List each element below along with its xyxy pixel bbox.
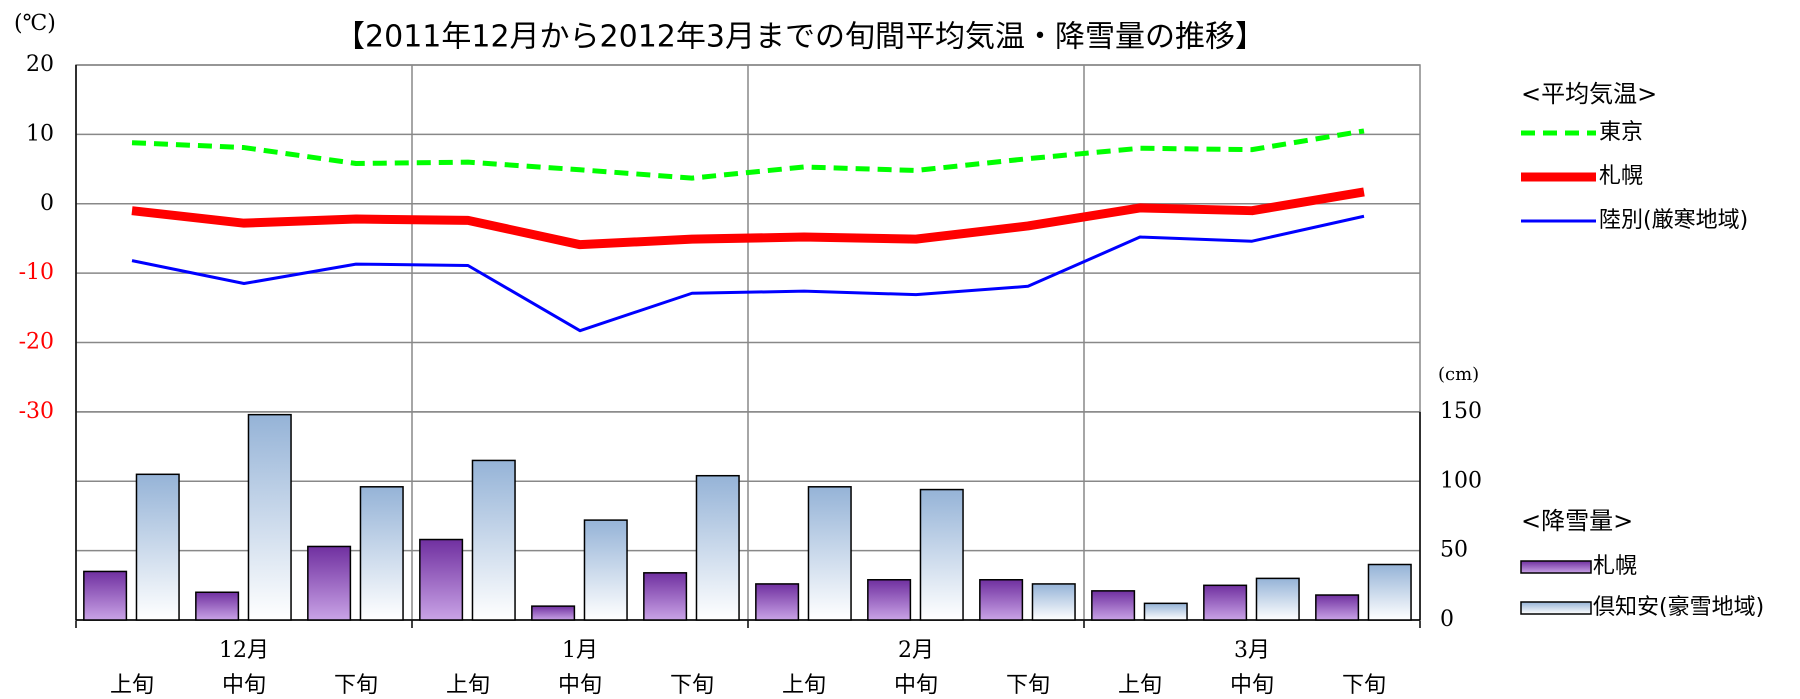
line: [131, 128, 1365, 181]
bar: [471, 459, 516, 621]
chart-title: 【2011年12月から2012年3月までの旬間平均気温・降雪量の推移】: [335, 20, 1265, 55]
y-tick-label: 10: [26, 121, 54, 146]
y-tick-label: -30: [19, 399, 54, 424]
bar: [83, 570, 128, 621]
legend-swatch: [1520, 601, 1592, 615]
x-tick-label: 上旬: [782, 673, 826, 698]
x-tick-label: 上旬: [1118, 673, 1162, 698]
bar: [1031, 583, 1076, 621]
bar: [247, 413, 292, 621]
group-label: 1月: [562, 638, 598, 663]
bar: [419, 538, 464, 621]
legend-label: 陸別(厳寒地域): [1599, 208, 1748, 233]
bar: [195, 591, 240, 621]
bar: [583, 519, 628, 621]
bar: [1203, 584, 1248, 621]
legend-label: 札幌: [1599, 164, 1643, 189]
x-tick-label: 中旬: [1230, 673, 1274, 698]
bar: [135, 473, 180, 621]
x-tick-label: 中旬: [558, 673, 602, 698]
y2-tick-label: 50: [1440, 538, 1468, 563]
bar: [1315, 594, 1360, 621]
legend-label: 札幌: [1593, 554, 1637, 579]
line: [131, 187, 1365, 250]
x-tick-label: 下旬: [670, 673, 714, 698]
y-tick-label: 20: [26, 52, 54, 77]
y-tick-label: -10: [19, 260, 54, 285]
x-tick-label: 中旬: [222, 673, 266, 698]
legend-header: <平均気温>: [1521, 80, 1657, 108]
y-tick-label: -20: [19, 330, 54, 355]
bar: [1143, 602, 1188, 621]
bar: [1255, 577, 1300, 621]
group-label: 2月: [898, 638, 934, 663]
y2-tick-label: 100: [1440, 468, 1482, 493]
bar: [1367, 563, 1412, 621]
bar: [695, 474, 740, 621]
bar: [1091, 590, 1136, 621]
group-label: 12月: [219, 638, 269, 663]
y2-tick-label: 0: [1440, 607, 1454, 632]
bar: [307, 545, 352, 621]
bar: [979, 579, 1024, 621]
bar: [755, 583, 800, 621]
x-tick-label: 上旬: [110, 673, 154, 698]
x-tick-label: 下旬: [1006, 673, 1050, 698]
x-tick-label: 下旬: [1342, 673, 1386, 698]
bar: [531, 605, 576, 621]
x-tick-label: 上旬: [446, 673, 490, 698]
bar: [919, 488, 964, 621]
y-tick-label: 0: [40, 191, 54, 216]
legend-header: <降雪量>: [1521, 507, 1633, 535]
y2-unit: (cm): [1438, 364, 1479, 385]
bar: [359, 486, 404, 621]
line: [131, 214, 1365, 333]
bar: [867, 579, 912, 621]
y-unit: (℃): [14, 11, 56, 36]
bar: [807, 486, 852, 621]
x-tick-label: 下旬: [334, 673, 378, 698]
legend-label: 東京: [1599, 120, 1643, 145]
y2-tick-label: 150: [1440, 399, 1482, 424]
legend-label: 倶知安(豪雪地域): [1593, 595, 1764, 620]
legend-swatch: [1520, 560, 1592, 574]
x-tick-label: 中旬: [894, 673, 938, 698]
group-label: 3月: [1234, 638, 1270, 663]
bar: [643, 572, 688, 621]
